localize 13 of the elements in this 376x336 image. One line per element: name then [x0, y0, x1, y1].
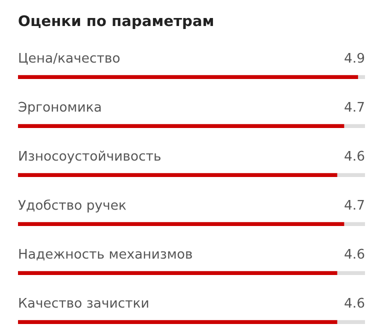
y-tick-label: Надежность механизмов: [19, 248, 192, 260]
data-label: 4.6: [344, 150, 364, 161]
chart-title: Оценки по параметрам: [18, 15, 213, 30]
data-label: 4.6: [344, 298, 364, 308]
data-label: 4.9: [344, 52, 364, 63]
data-label: 4.7: [344, 200, 364, 210]
data-label: 4.7: [344, 102, 364, 112]
y-tick-label: Удобство ручек: [18, 199, 126, 212]
y-tick-label: Эргономика: [18, 102, 101, 114]
y-tick-label: Цена/качество: [19, 52, 120, 65]
y-tick-label: Износоустойчивость: [19, 150, 160, 164]
y-tick-label: Качество зачистки: [19, 298, 148, 308]
data-label: 4.6: [344, 248, 364, 259]
